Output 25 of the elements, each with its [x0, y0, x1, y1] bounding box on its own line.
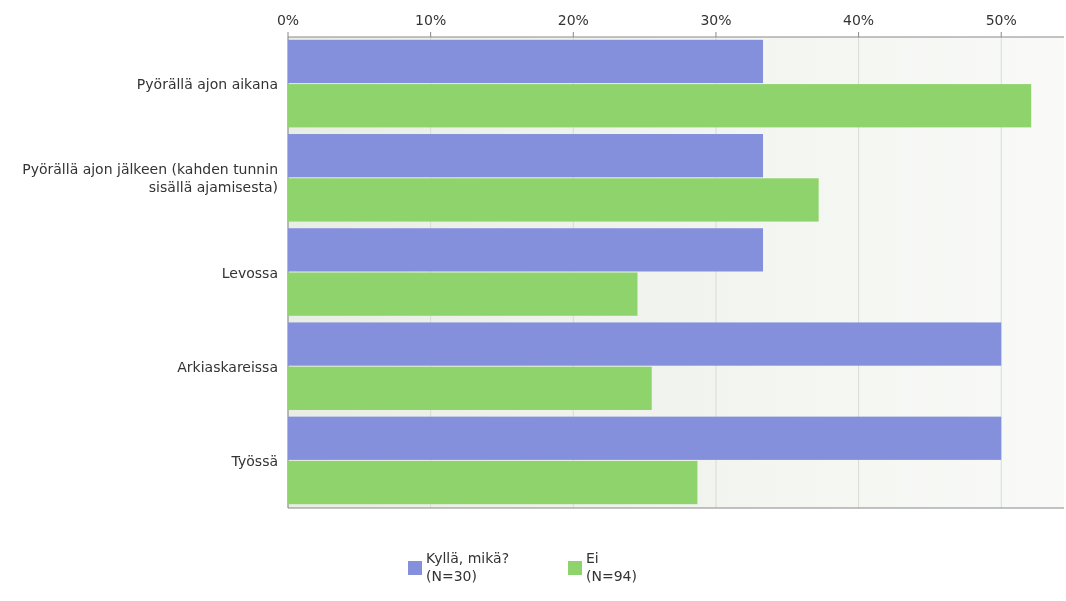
legend-item: Kyllä, mikä? (N=30) [408, 550, 510, 584]
x-tick-label: 0% [276, 12, 300, 28]
y-tick-label: Pyörällä ajon jälkeen (kahden tunnin sisällä ajamisesta) [22, 161, 278, 196]
x-tick-label: 10% [415, 12, 447, 28]
bar [288, 134, 764, 178]
bar [288, 366, 652, 410]
x-tick-label: 20% [557, 12, 589, 28]
legend-item: Ei (N=94) [568, 550, 637, 584]
bar [288, 322, 1002, 366]
x-tick-label: 40% [843, 12, 875, 28]
bar [288, 84, 1032, 128]
x-tick-label: 30% [700, 12, 732, 28]
y-tick-label: Pyörällä ajon aikana [136, 76, 278, 93]
bar [288, 178, 819, 222]
legend-label: Ei (N=94) [586, 550, 637, 584]
bar [288, 460, 698, 505]
y-tick-label: Arkiaskareissa [177, 358, 278, 375]
y-tick-label: Työssä [230, 452, 278, 469]
bar [288, 39, 764, 84]
bar [288, 416, 1002, 460]
y-tick-label: Levossa [221, 264, 278, 281]
bar [288, 272, 638, 316]
bar [288, 228, 764, 272]
x-tick-label: 50% [985, 12, 1017, 28]
legend-label: Kyllä, mikä? (N=30) [426, 550, 510, 584]
